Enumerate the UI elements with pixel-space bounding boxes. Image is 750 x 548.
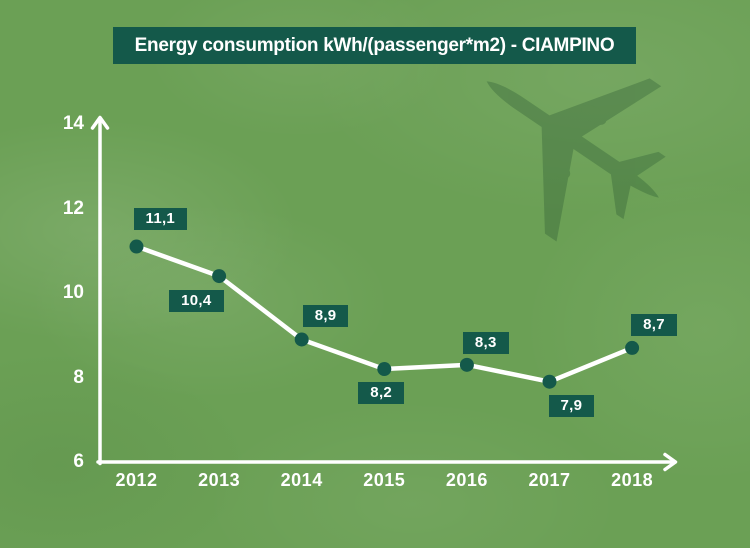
data-line — [134, 244, 635, 384]
data-point-2017 — [542, 374, 557, 389]
y-axis-tick-8: 8 — [73, 366, 84, 388]
y-axis-arrow-icon — [90, 115, 110, 130]
value-label-2015: 8,2 — [358, 382, 405, 405]
chart-title-banner: Energy consumption kWh/(passenger*m2) - … — [113, 27, 636, 64]
y-axis-tick-12: 12 — [62, 197, 84, 219]
x-axis-label-2012: 2012 — [115, 470, 158, 490]
airplane-silhouette-icon — [486, 78, 666, 242]
value-label-2013: 10,4 — [169, 290, 224, 313]
data-point-2012 — [129, 239, 144, 254]
x-axis-label-2018: 2018 — [611, 470, 654, 490]
data-point-2013 — [212, 269, 227, 284]
x-axis-label-2013: 2013 — [198, 470, 241, 490]
y-axis-tick-14: 14 — [62, 113, 84, 134]
value-label-2018: 8,7 — [631, 313, 677, 336]
x-axis-label-2015: 2015 — [363, 470, 406, 490]
value-label-2014: 8,9 — [302, 305, 349, 328]
data-point-2016 — [459, 357, 474, 372]
value-label-2017: 7,9 — [548, 394, 595, 417]
chart-title: Energy consumption kWh/(passenger*m2) - … — [134, 34, 615, 56]
value-label-2012: 11,1 — [133, 207, 188, 230]
y-axis-tick-10: 10 — [62, 282, 84, 303]
data-point-2018 — [625, 340, 640, 355]
value-label-2016: 8,3 — [462, 331, 509, 354]
y-axis-tick-6: 6 — [73, 451, 84, 472]
x-axis-label-2014: 2014 — [280, 470, 323, 490]
x-axis-label-2016: 2016 — [445, 470, 488, 490]
data-point-2015 — [377, 362, 392, 377]
x-axis-label-2017: 2017 — [528, 470, 571, 490]
x-axis-arrow-icon — [663, 452, 678, 472]
data-point-2014 — [294, 332, 309, 347]
